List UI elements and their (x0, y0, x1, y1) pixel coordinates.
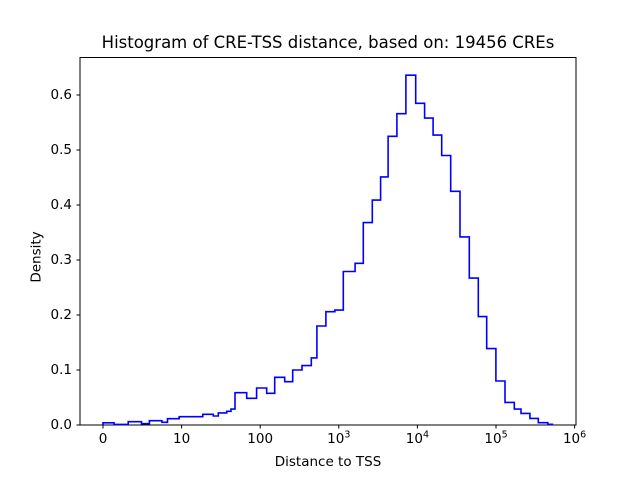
x-tick-label: 0 (98, 431, 108, 447)
y-tick-label: 0.1 (50, 361, 72, 378)
y-tick-label: 0.3 (50, 251, 72, 268)
x-tick-label: 106 (562, 429, 587, 447)
y-tick-marks (76, 94, 80, 426)
y-tick-label: 0.2 (50, 306, 72, 323)
histogram-line (102, 74, 554, 426)
x-tick-label: 10 (173, 431, 191, 447)
x-tick-label: 103 (327, 429, 351, 447)
y-tick-label: 0.5 (50, 141, 72, 158)
x-tick-marks (102, 425, 576, 429)
chart-title: Histogram of CRE-TSS distance, based on:… (101, 33, 555, 52)
x-tick-label: 104 (405, 429, 429, 447)
y-tick-label: 0.6 (50, 86, 72, 103)
y-axis-label: Density (28, 231, 45, 283)
x-tick-label: 105 (484, 429, 508, 447)
x-axis-label: Distance to TSS (274, 454, 382, 470)
axes-box (79, 57, 577, 426)
y-tick-label: 0.0 (50, 416, 72, 433)
x-tick-label: 100 (247, 431, 274, 447)
y-tick-label: 0.4 (50, 196, 72, 213)
